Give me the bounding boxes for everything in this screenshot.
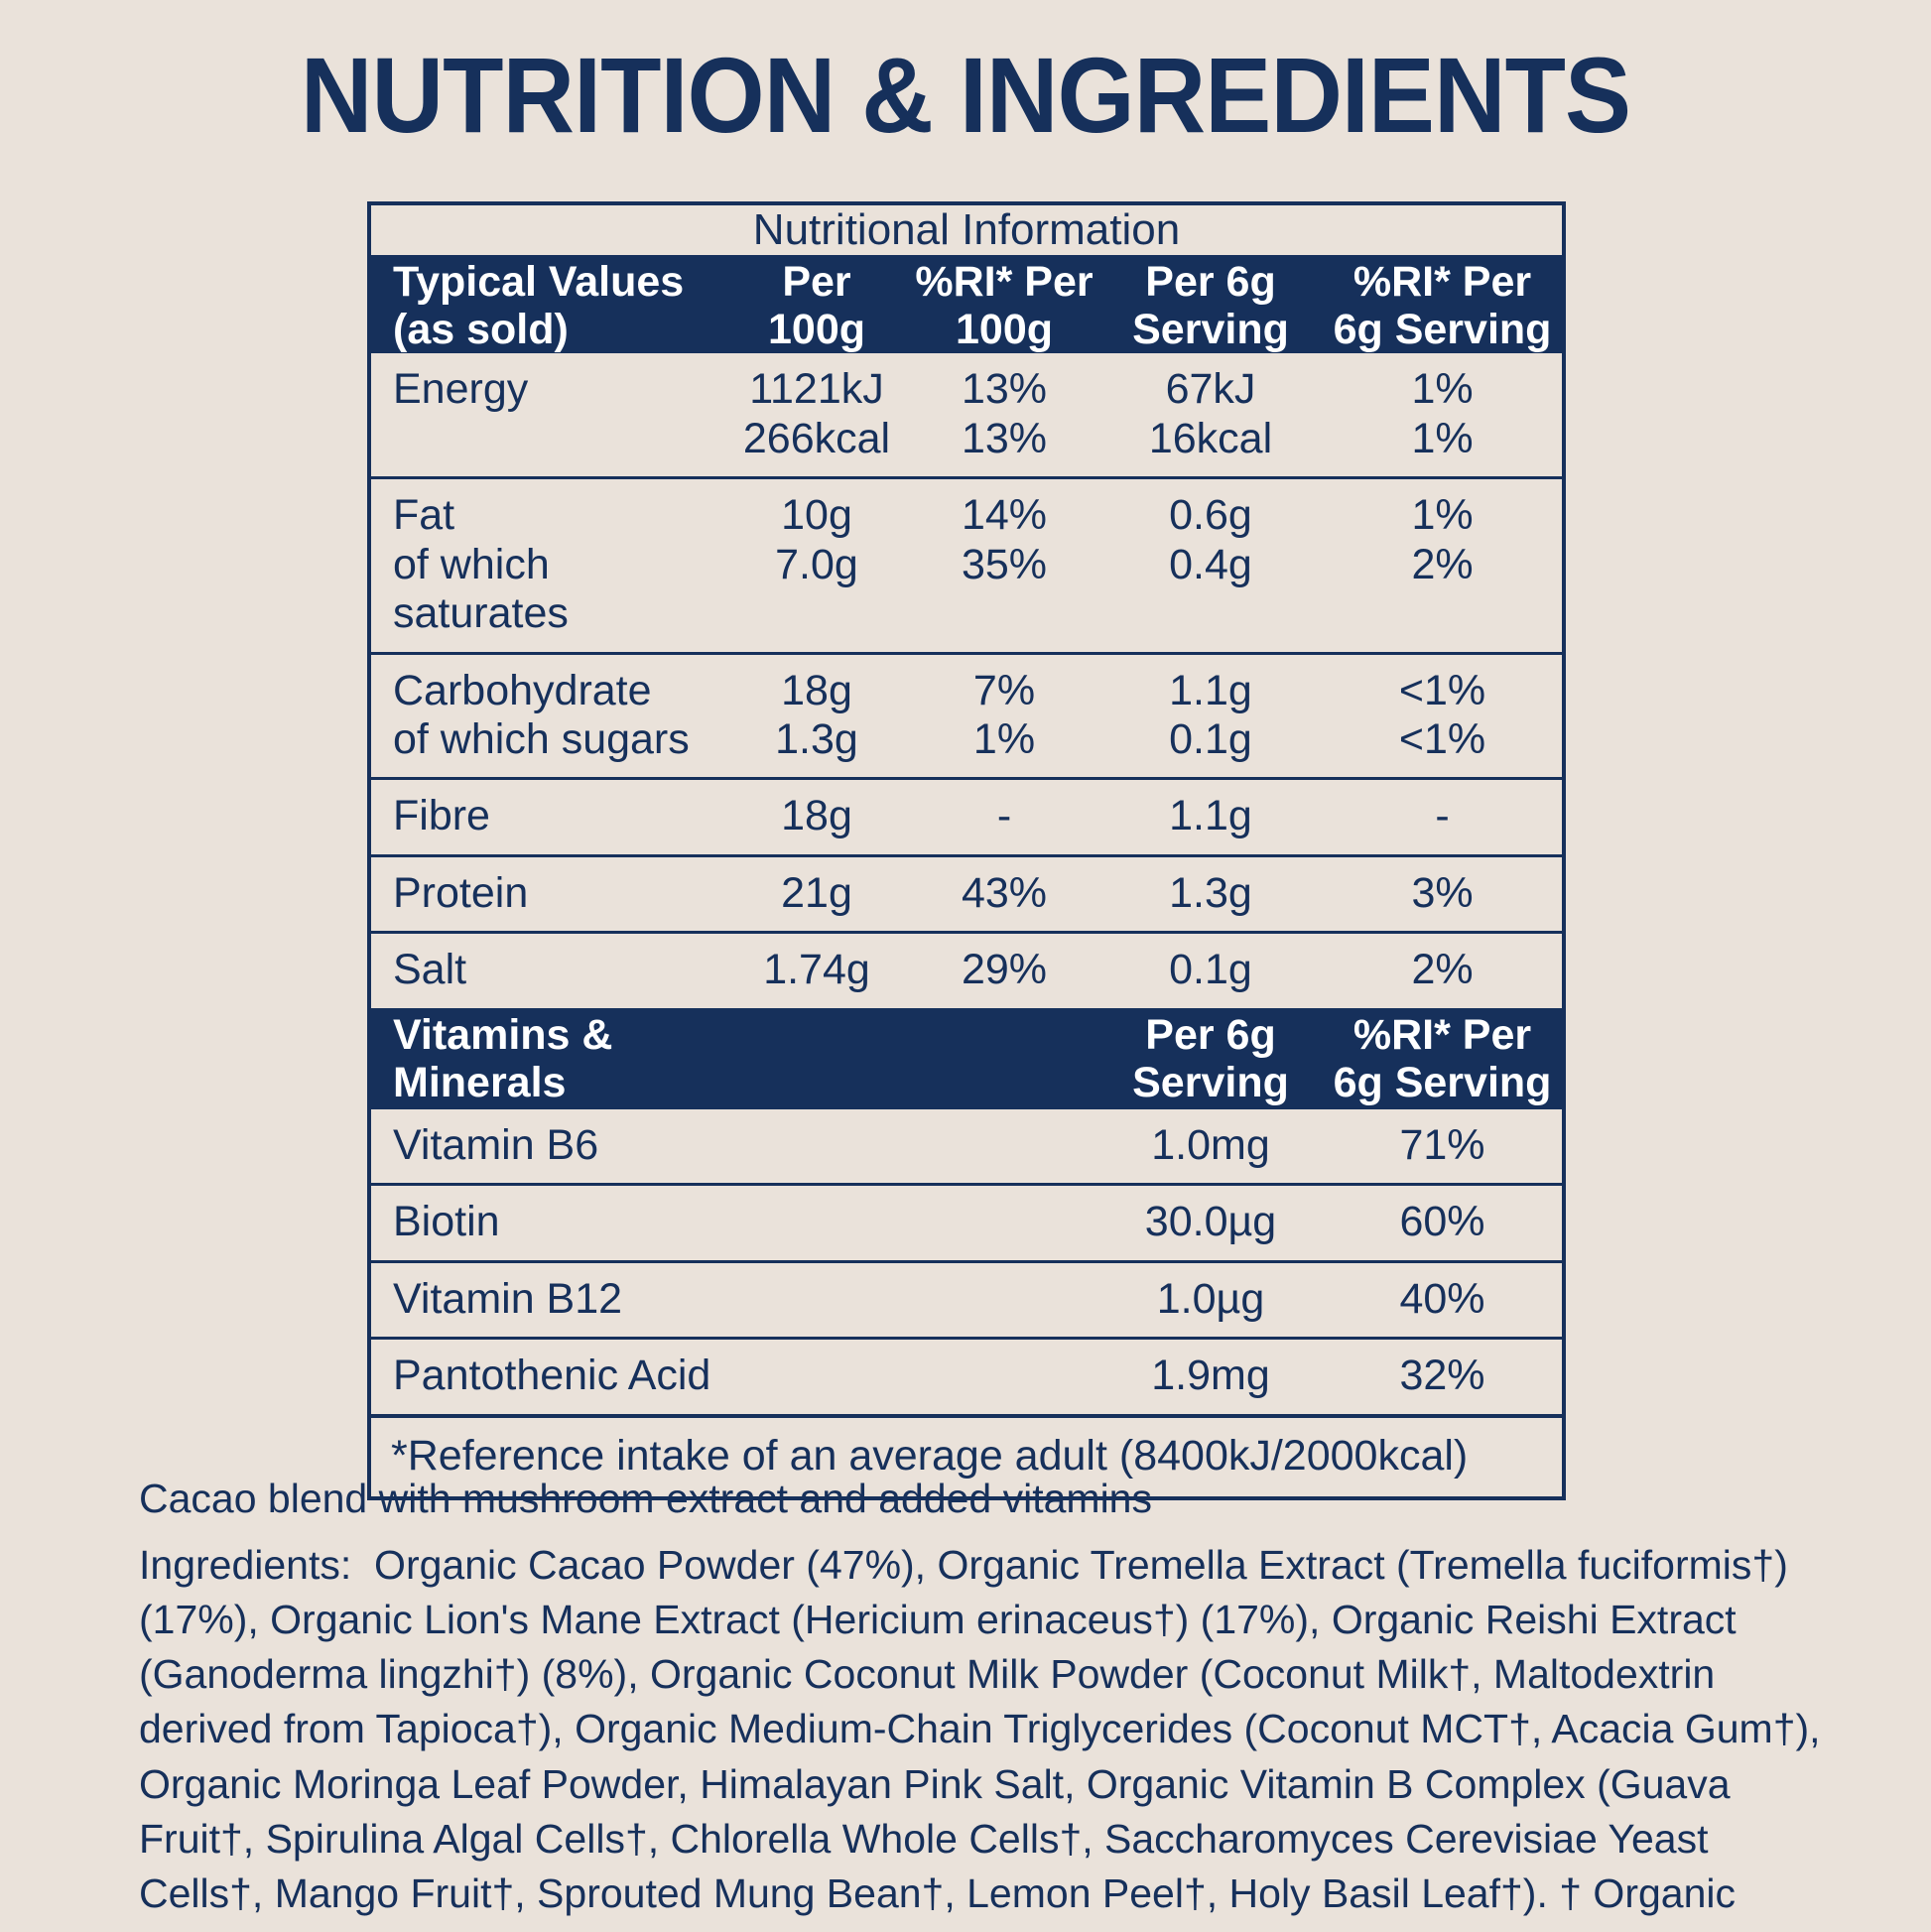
cell-per-6g: 1.0µg <box>1098 1259 1323 1339</box>
header-per-6g: Per 6g Serving <box>1098 255 1323 354</box>
cell-per-6g: 0.6g 0.4g <box>1098 476 1323 653</box>
cell-per-100g: 21g <box>723 853 910 933</box>
header-vitamins-line1: Vitamins & <box>393 1010 613 1059</box>
row-label: Fibre <box>371 777 723 856</box>
table-caption: Nutritional Information <box>752 205 1181 254</box>
cell-per-6g: 1.9mg <box>1098 1337 1323 1416</box>
cell-ri-6g: 3% <box>1323 853 1563 933</box>
cell-ri-6g: 40% <box>1323 1259 1563 1339</box>
row-label: Energy <box>393 365 529 414</box>
header-vitamins-line2: Minerals <box>393 1058 567 1106</box>
table-row: Pantothenic Acid 1.9mg 32% <box>371 1337 1563 1416</box>
header-ri-6g-line1: %RI* Per <box>1352 258 1532 306</box>
header-typical-values-line2: (as sold) <box>393 306 569 354</box>
cell-per-6g: 30.0µg <box>1098 1183 1323 1262</box>
row-label: Vitamin B6 <box>371 1105 1098 1185</box>
cell-per-100g: 10g 7.0g <box>723 476 910 653</box>
cell-per-6g: 0.1g <box>1098 931 1323 1010</box>
header-per-100g-line1: Per <box>782 258 851 306</box>
table-row: Energy 1121kJ 266kcal 13% 13% 67kJ 16kca… <box>371 353 1563 478</box>
cell-ri-6g: <1% <1% <box>1323 651 1563 779</box>
row-label: Vitamin B12 <box>371 1259 1098 1339</box>
cell-per-6g: 1.3g <box>1098 853 1323 933</box>
ingredients-label: Ingredients: <box>139 1541 352 1588</box>
header-per-6g-line2: Serving <box>1132 306 1289 354</box>
header-typical-values-line1: Typical Values <box>393 258 685 306</box>
cell-ri-100g: - <box>910 777 1098 856</box>
reference-intake-note: *Reference intake of an average adult (8… <box>371 1413 1563 1496</box>
table-row: Salt 1.74g 29% 0.1g 2% <box>371 931 1563 1010</box>
row-label: Biotin <box>371 1183 1098 1262</box>
cell-per-6g: 67kJ 16kcal <box>1148 365 1273 462</box>
cell-ri-100g: 43% <box>910 853 1098 933</box>
header-ri-6g: %RI* Per 6g Serving <box>1323 255 1563 354</box>
table-row: Vitamin B6 1.0mg 71% <box>371 1105 1563 1185</box>
header-ri-100g-line1: %RI* Per <box>915 258 1094 306</box>
cell-ri-6g: 71% <box>1323 1105 1563 1185</box>
cell-per-100g: 18g 1.3g <box>723 651 910 779</box>
cell-per-6g: 1.1g 0.1g <box>1098 651 1323 779</box>
cell-ri-6g: 1% 2% <box>1323 476 1563 653</box>
table-row: Carbohydrate of which sugars 18g 1.3g 7%… <box>371 651 1563 779</box>
page-title: NUTRITION & INGREDIENTS <box>300 35 1631 155</box>
cell-per-100g: 1121kJ 266kcal <box>742 365 891 462</box>
row-label: Fat of which saturates <box>371 476 723 653</box>
ingredients-text: Organic Cacao Powder (47%), Organic Trem… <box>139 1541 1821 1916</box>
table-header-row: Typical Values (as sold) Per 100g %RI* P… <box>371 255 1563 354</box>
cell-ri-100g: 14% 35% <box>910 476 1098 653</box>
table-footnote-row: *Reference intake of an average adult (8… <box>371 1413 1563 1496</box>
nutrition-table-container: Nutritional Information Typical Values (… <box>367 201 1566 1500</box>
cell-ri-100g: 13% 13% <box>961 365 1048 462</box>
header-per-100g-line2: 100g <box>767 306 865 354</box>
cell-per-100g: 18g <box>723 777 910 856</box>
header-per-6g-line1: Per 6g <box>1145 258 1276 306</box>
table-row: Fat of which saturates 10g 7.0g 14% 35% … <box>371 476 1563 653</box>
header-typical-values: Typical Values (as sold) <box>371 255 723 354</box>
row-label: Carbohydrate of which sugars <box>371 651 723 779</box>
table-row: Fibre 18g - 1.1g - <box>371 777 1563 856</box>
header-vitamins-minerals: Vitamins & Minerals <box>371 1007 1098 1108</box>
header-ri-6g-line2: 6g Serving <box>1333 306 1552 354</box>
row-label: Salt <box>371 931 723 1010</box>
cell-per-6g: 1.1g <box>1098 777 1323 856</box>
header-vitamins-per-6g: Per 6g Serving <box>1098 1007 1323 1108</box>
cell-ri-6g: 32% <box>1323 1337 1563 1416</box>
cell-ri-6g: 1% 1% <box>1411 365 1474 462</box>
header-vitamins-ri-6g: %RI* Per 6g Serving <box>1323 1007 1563 1108</box>
cell-ri-6g: - <box>1323 777 1563 856</box>
cell-ri-6g: 2% <box>1323 931 1563 1010</box>
cell-ri-100g: 29% <box>910 931 1098 1010</box>
header-ri-100g: %RI* Per 100g <box>910 255 1098 354</box>
cell-ri-6g: 60% <box>1323 1183 1563 1262</box>
header-per-100g: Per 100g <box>723 255 910 354</box>
ingredients-list: Ingredients: Organic Cacao Powder (47%),… <box>139 1538 1826 1921</box>
table-row: Protein 21g 43% 1.3g 3% <box>371 853 1563 933</box>
cell-ri-100g: 7% 1% <box>910 651 1098 779</box>
row-label: Protein <box>371 853 723 933</box>
table-row: Vitamin B12 1.0µg 40% <box>371 1259 1563 1339</box>
vitamins-header-row: Vitamins & Minerals Per 6g Serving %RI* … <box>371 1007 1563 1108</box>
cell-per-100g: 1.74g <box>723 931 910 1010</box>
product-description: Cacao blend with mushroom extract and ad… <box>139 1476 1152 1521</box>
ingredients-section: Cacao blend with mushroom extract and ad… <box>139 1472 1826 1921</box>
nutrition-table: Nutritional Information Typical Values (… <box>371 205 1563 1496</box>
row-label: Pantothenic Acid <box>371 1337 1098 1416</box>
table-row: Biotin 30.0µg 60% <box>371 1183 1563 1262</box>
header-ri-100g-line2: 100g <box>955 306 1053 354</box>
cell-per-6g: 1.0mg <box>1098 1105 1323 1185</box>
table-caption-row: Nutritional Information <box>371 205 1562 257</box>
